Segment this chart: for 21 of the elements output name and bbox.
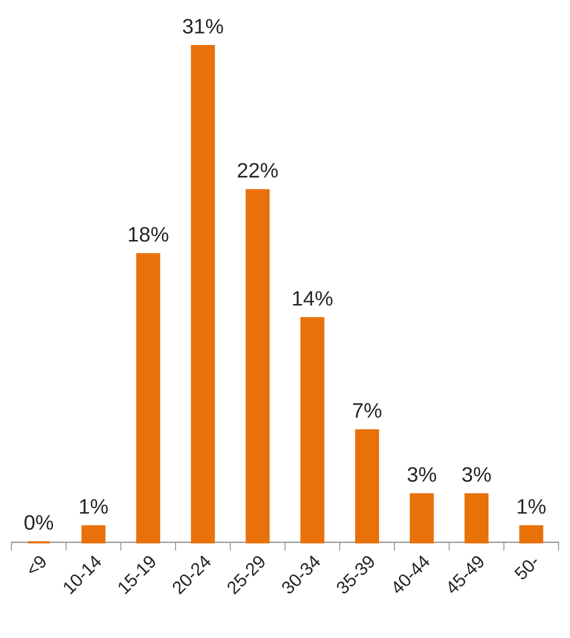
data-label: 14% bbox=[293, 291, 332, 306]
data-label: 1% bbox=[518, 499, 546, 514]
bar bbox=[136, 253, 160, 544]
bar bbox=[300, 317, 324, 544]
bar bbox=[355, 429, 380, 544]
bar bbox=[190, 45, 215, 544]
data-label: 31% bbox=[182, 18, 224, 34]
data-label: 3% bbox=[408, 467, 436, 482]
bar bbox=[410, 493, 434, 544]
data-label: 7% bbox=[353, 403, 382, 418]
x-tick-label: 50- bbox=[514, 554, 540, 581]
bar bbox=[519, 525, 544, 544]
data-label: 0% bbox=[24, 515, 54, 530]
x-tick-label: <9 bbox=[25, 554, 48, 577]
data-label: 3% bbox=[462, 467, 491, 482]
data-label: 22% bbox=[238, 162, 278, 178]
data-label: 18% bbox=[128, 226, 168, 242]
bar bbox=[246, 189, 270, 544]
bar bbox=[464, 493, 489, 544]
data-label: 1% bbox=[80, 499, 108, 514]
bar bbox=[81, 525, 106, 544]
